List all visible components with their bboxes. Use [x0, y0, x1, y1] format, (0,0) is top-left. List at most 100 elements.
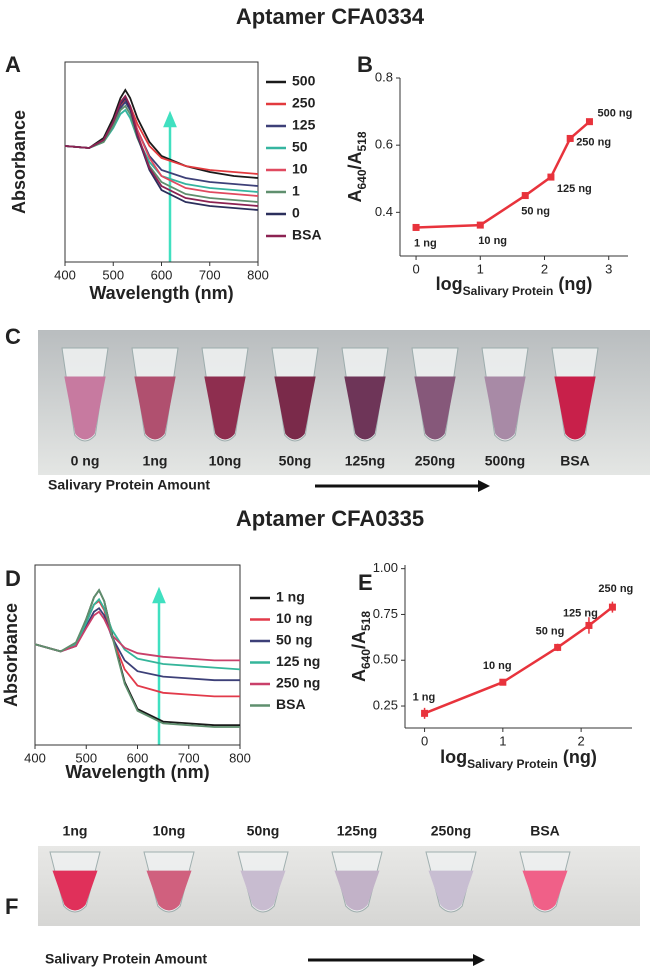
x-tick-label: 400 — [54, 267, 76, 282]
point-label: 250 ng — [576, 136, 611, 148]
spectrum-line — [64, 98, 259, 175]
tube-label: BSA — [560, 453, 590, 469]
x-tick-label: 1 — [477, 261, 484, 276]
legend-label: 10 — [292, 161, 308, 177]
axis-label-part: 518 — [359, 611, 373, 631]
tube-solution — [134, 376, 176, 440]
tube-solution — [554, 376, 596, 440]
axis-label-part: /A — [349, 631, 369, 649]
axis-label: Absorbance — [9, 110, 29, 214]
x-tick-label: 700 — [178, 750, 200, 765]
legend-label: 250 ng — [276, 675, 320, 691]
plot-frame — [34, 564, 241, 746]
axis-label: A640/A518 — [349, 611, 373, 682]
photo-caption: Salivary Protein Amount — [45, 951, 207, 967]
y-tick-label: 0.4 — [375, 204, 393, 219]
axis-label-part: 640 — [355, 169, 369, 189]
tube-solution — [522, 870, 568, 911]
axis-label-part: 640 — [359, 649, 373, 669]
photo-caption: Salivary Protein Amount — [48, 477, 210, 493]
tube-label: 250ng — [431, 823, 471, 839]
tube-solution — [484, 376, 526, 440]
figure-title: Aptamer CFA0335 — [236, 506, 424, 531]
tube-solution — [146, 870, 192, 911]
x-tick-label: 800 — [247, 267, 269, 282]
axis-label: A640/A518 — [345, 131, 369, 202]
tube-solution — [204, 376, 246, 440]
tube-label: 1ng — [143, 453, 168, 469]
x-tick-label: 3 — [605, 261, 612, 276]
y-tick-label: 0.25 — [373, 697, 398, 712]
legend-label: 0 — [292, 205, 300, 221]
legend-label: 50 ng — [276, 632, 313, 648]
tube-solution — [240, 870, 286, 911]
axis-label-part: Salivary Protein — [467, 757, 558, 771]
tube-solution — [334, 870, 380, 911]
spectrum-line — [34, 588, 240, 728]
spectrum-line — [64, 104, 259, 203]
axis-label-part: A — [345, 190, 365, 203]
trend-line — [424, 606, 614, 715]
legend-label: 50 — [292, 139, 308, 155]
axis-label: Absorbance — [1, 603, 21, 707]
tube-label: 1ng — [63, 823, 88, 839]
point-label: 125 ng — [557, 183, 592, 195]
data-point — [521, 192, 529, 200]
caption-arrowhead — [478, 480, 490, 492]
point-label: 10 ng — [478, 235, 507, 247]
tube-solution — [344, 376, 386, 440]
legend-label: 10 ng — [276, 610, 313, 626]
legend-label: 1 — [292, 183, 300, 199]
panel-label: A — [5, 52, 21, 77]
axis-label: logSalivary Protein (ng) — [436, 274, 593, 298]
point-label: 50 ng — [521, 205, 550, 217]
axis-label-part: Salivary Protein — [463, 284, 554, 298]
spectrum-line — [64, 88, 259, 179]
y-tick-label: 1.00 — [373, 560, 398, 575]
legend-label: BSA — [276, 696, 306, 712]
tube-solution — [52, 870, 98, 911]
axis-label-part: (ng) — [558, 747, 597, 767]
figure-title: Aptamer CFA0334 — [236, 4, 425, 29]
x-tick-label: 700 — [199, 267, 221, 282]
x-tick-label: 600 — [127, 750, 149, 765]
y-tick-label: 0.6 — [375, 137, 393, 152]
y-tick-label: 0.75 — [373, 606, 398, 621]
trend-line — [416, 120, 591, 229]
point-label: 10 ng — [483, 660, 512, 672]
x-tick-label: 400 — [24, 750, 46, 765]
spectrum-line — [64, 108, 259, 193]
data-point — [499, 678, 507, 686]
tube-label: 500ng — [485, 453, 525, 469]
spectrum-line — [34, 606, 240, 682]
tube-solution — [64, 376, 106, 440]
y-tick-label: 0.50 — [373, 652, 398, 667]
point-label: 500 ng — [597, 108, 632, 120]
data-point — [421, 709, 429, 717]
tube-label: BSA — [530, 823, 560, 839]
axis-label-part: log — [436, 274, 463, 294]
axis-label-part: A — [349, 669, 369, 682]
plot-frame — [64, 61, 259, 263]
axis-label: Wavelength (nm) — [65, 762, 209, 782]
x-tick-label: 0 — [421, 733, 428, 748]
x-tick-label: 0 — [412, 261, 419, 276]
tube-label: 50ng — [279, 453, 312, 469]
tube-label: 10ng — [209, 453, 242, 469]
tube-solution — [414, 376, 456, 440]
legend-label: 500 — [292, 73, 316, 89]
point-label: 50 ng — [536, 625, 565, 637]
caption-arrowhead — [473, 954, 485, 966]
legend-label: 1 ng — [276, 589, 305, 605]
data-point — [554, 643, 562, 651]
axis-label: Wavelength (nm) — [89, 283, 233, 303]
panel-label: F — [5, 894, 18, 919]
data-point — [585, 118, 593, 126]
axis-label-part: log — [440, 747, 467, 767]
point-label: 1 ng — [414, 237, 437, 249]
y-tick-label: 0.8 — [375, 69, 393, 84]
x-tick-label: 800 — [229, 750, 251, 765]
data-point — [476, 221, 484, 229]
axis-label-part: 518 — [355, 131, 369, 151]
x-tick-label: 600 — [151, 267, 173, 282]
